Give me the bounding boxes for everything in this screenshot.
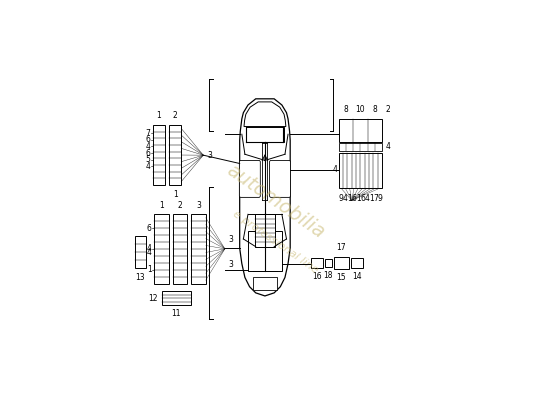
- Text: 6: 6: [145, 148, 150, 158]
- Text: 3: 3: [229, 260, 233, 269]
- Text: 6: 6: [145, 135, 150, 144]
- Text: 4: 4: [343, 194, 348, 203]
- Text: 15: 15: [337, 274, 346, 282]
- Text: 14: 14: [352, 272, 361, 281]
- Text: 6: 6: [360, 194, 365, 203]
- Text: 4: 4: [332, 165, 337, 174]
- Text: 2: 2: [173, 111, 178, 120]
- Text: 4: 4: [145, 142, 150, 151]
- Text: automobilia: automobilia: [223, 161, 328, 243]
- Text: 1: 1: [159, 201, 164, 210]
- Text: 16: 16: [312, 272, 322, 281]
- Bar: [169, 125, 181, 185]
- Text: 10: 10: [356, 105, 365, 114]
- Text: 1: 1: [173, 190, 178, 199]
- Bar: [252, 278, 277, 290]
- Text: 3: 3: [207, 151, 212, 160]
- Bar: [339, 144, 382, 151]
- Text: e professional line: e professional line: [231, 209, 320, 275]
- Text: 12: 12: [148, 294, 158, 303]
- Text: 1: 1: [347, 194, 352, 203]
- Bar: [255, 214, 275, 247]
- Text: 7: 7: [145, 128, 150, 138]
- Text: 1: 1: [147, 265, 152, 274]
- Bar: [334, 257, 349, 270]
- Bar: [162, 291, 191, 305]
- PathPatch shape: [244, 102, 286, 126]
- Bar: [339, 153, 382, 188]
- Bar: [173, 214, 188, 284]
- Text: 4: 4: [145, 162, 150, 171]
- Bar: [339, 119, 382, 142]
- Text: 3: 3: [196, 201, 201, 210]
- Text: 4: 4: [147, 244, 152, 254]
- Bar: [135, 236, 146, 268]
- Text: 9: 9: [377, 194, 382, 203]
- Bar: [311, 258, 323, 268]
- Bar: [325, 259, 332, 267]
- Text: 9: 9: [339, 194, 343, 203]
- Text: 13: 13: [136, 273, 145, 282]
- Bar: [154, 214, 169, 284]
- Bar: [191, 214, 206, 284]
- Text: 7: 7: [373, 194, 378, 203]
- Text: 6: 6: [351, 194, 356, 203]
- Text: 11: 11: [172, 309, 181, 318]
- Text: 1: 1: [157, 111, 161, 120]
- Text: 6: 6: [147, 224, 152, 233]
- FancyBboxPatch shape: [239, 160, 260, 197]
- Text: 4: 4: [147, 248, 152, 256]
- Text: 4: 4: [365, 194, 369, 203]
- PathPatch shape: [240, 99, 290, 296]
- Text: 1: 1: [369, 194, 373, 203]
- Text: 5: 5: [145, 155, 150, 164]
- Text: 2: 2: [178, 201, 182, 210]
- Text: 17: 17: [337, 242, 346, 252]
- Text: 8: 8: [372, 105, 377, 114]
- Text: 3: 3: [229, 235, 233, 244]
- Text: 2: 2: [386, 105, 390, 114]
- Text: 1: 1: [356, 194, 361, 203]
- Bar: [152, 125, 166, 185]
- Text: 8: 8: [344, 105, 349, 114]
- Bar: [351, 258, 362, 268]
- Bar: [246, 127, 284, 142]
- Text: 18: 18: [323, 271, 333, 280]
- Bar: [248, 231, 282, 271]
- Text: 4: 4: [386, 142, 390, 151]
- FancyBboxPatch shape: [270, 160, 290, 197]
